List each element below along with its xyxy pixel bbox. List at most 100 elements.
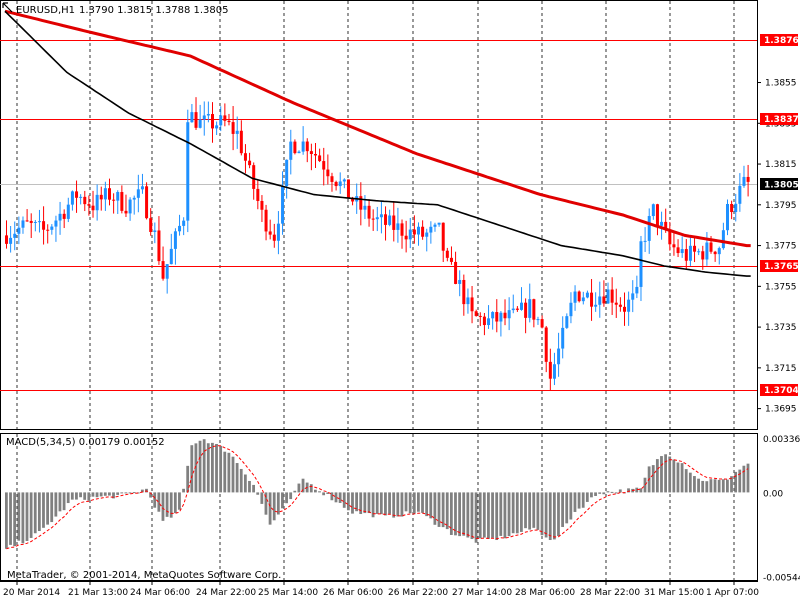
- candle-body: [487, 318, 491, 326]
- chart-corner-arrow-icon[interactable]: [2, 2, 13, 13]
- candle-body: [454, 261, 458, 284]
- macd-histogram-bar: [165, 492, 169, 517]
- macd-histogram-bar: [445, 492, 449, 530]
- candle-body: [548, 361, 552, 379]
- candle-body: [9, 237, 13, 244]
- macd-histogram-bar: [705, 481, 709, 493]
- price-level-tag: [760, 384, 798, 396]
- macd-histogram-bar: [474, 492, 478, 543]
- time-tick-label: 25 Mar 14:00: [258, 588, 318, 598]
- macd-histogram-bar: [206, 443, 210, 493]
- candle-body: [408, 229, 412, 240]
- candle-body: [462, 279, 466, 305]
- candle-body: [746, 176, 750, 182]
- candle-body: [42, 221, 46, 230]
- price-level-tag-label: 1.3765: [764, 262, 799, 272]
- candle-body: [618, 304, 622, 307]
- macd-histogram-bar: [66, 492, 70, 504]
- macd-histogram-bar: [285, 492, 288, 504]
- time-tick-label: 24 Mar 22:00: [196, 588, 256, 598]
- candle-body: [29, 220, 33, 223]
- time-tick-label: 27 Mar 14:00: [452, 588, 512, 598]
- macd-histogram-bar: [400, 492, 404, 517]
- macd-histogram-bar: [223, 451, 227, 493]
- macd-histogram-bar: [355, 492, 358, 512]
- macd-histogram-bar: [128, 492, 132, 494]
- macd-histogram-bar: [598, 492, 602, 494]
- candle-body: [351, 198, 355, 202]
- candle-body: [13, 233, 17, 238]
- candle-body: [322, 161, 326, 170]
- macd-histogram-bar: [239, 468, 243, 493]
- macd-histogram-bar: [116, 492, 120, 495]
- macd-histogram-bar: [342, 492, 346, 508]
- candle-body: [215, 125, 219, 129]
- candle-body: [709, 242, 713, 252]
- macd-histogram-bar: [17, 492, 21, 541]
- macd-histogram-bar: [734, 471, 738, 493]
- macd-histogram-bar: [297, 483, 301, 493]
- time-tick-label: 1 Apr 07:00: [706, 588, 759, 598]
- price-level-tag: [760, 34, 798, 46]
- macd-histogram-bar: [577, 492, 581, 509]
- macd-histogram-bar: [33, 492, 37, 534]
- macd-histogram-bar: [639, 488, 643, 493]
- candle-body: [140, 186, 144, 190]
- candle-body: [507, 310, 511, 319]
- candle-body: [70, 191, 74, 205]
- macd-histogram-bar: [346, 492, 350, 511]
- macd-histogram-bar: [375, 492, 379, 514]
- macd-histogram-bar: [693, 476, 696, 493]
- candle-body: [211, 114, 214, 129]
- macd-histogram-bar: [363, 492, 367, 514]
- macd-tick-label: -0.00544: [763, 574, 800, 584]
- macd-histogram-bar: [606, 491, 610, 493]
- macd-histogram-bar: [260, 492, 264, 504]
- candle-body: [676, 247, 680, 254]
- macd-histogram-bar: [29, 492, 33, 538]
- candle-body: [182, 220, 186, 226]
- candle-body: [651, 204, 655, 217]
- candle-body: [264, 209, 268, 232]
- macd-histogram-bar: [511, 492, 515, 534]
- candle-body: [569, 302, 573, 317]
- macd-histogram-bar: [318, 491, 321, 493]
- price-tick-label: 1.3815: [765, 160, 797, 170]
- candle-body: [495, 312, 499, 322]
- macd-histogram-bar: [713, 479, 717, 493]
- time-tick-label: 31 Mar 15:00: [644, 588, 704, 598]
- candle-body: [342, 179, 346, 182]
- macd-histogram-bar: [655, 459, 659, 493]
- macd-tick-label: 0.00336: [763, 435, 800, 445]
- macd-histogram-bar: [54, 492, 58, 517]
- candle-body: [46, 229, 50, 231]
- macd-histogram-bar: [520, 492, 523, 532]
- candle-body: [680, 249, 684, 254]
- candle-body: [227, 120, 231, 123]
- macd-histogram-bar: [717, 479, 721, 493]
- macd-histogram-bar: [37, 492, 41, 532]
- candle-body: [231, 122, 235, 134]
- macd-histogram-bar: [462, 492, 466, 536]
- macd-histogram-bar: [157, 492, 161, 512]
- macd-histogram-bar: [544, 492, 548, 538]
- macd-histogram-bar: [338, 492, 342, 503]
- candle-body: [631, 293, 635, 300]
- macd-histogram-bar: [5, 492, 8, 549]
- macd-histogram-bar: [487, 492, 490, 539]
- candle-body: [697, 251, 701, 253]
- price-tick-label: 1.3695: [765, 405, 797, 415]
- candle-body: [458, 279, 462, 284]
- macd-histogram-bar: [268, 492, 272, 525]
- macd-histogram-bar: [536, 492, 540, 530]
- macd-histogram-bar: [25, 492, 29, 541]
- candle-body: [285, 159, 289, 187]
- candle-body: [235, 130, 239, 134]
- macd-histogram-bar: [421, 492, 424, 513]
- macd-histogram-bar: [618, 489, 622, 493]
- candle-body: [108, 188, 111, 200]
- macd-histogram-bar: [668, 456, 672, 493]
- candle-body: [684, 249, 688, 261]
- candle-body: [5, 235, 8, 244]
- candle-body: [153, 230, 157, 232]
